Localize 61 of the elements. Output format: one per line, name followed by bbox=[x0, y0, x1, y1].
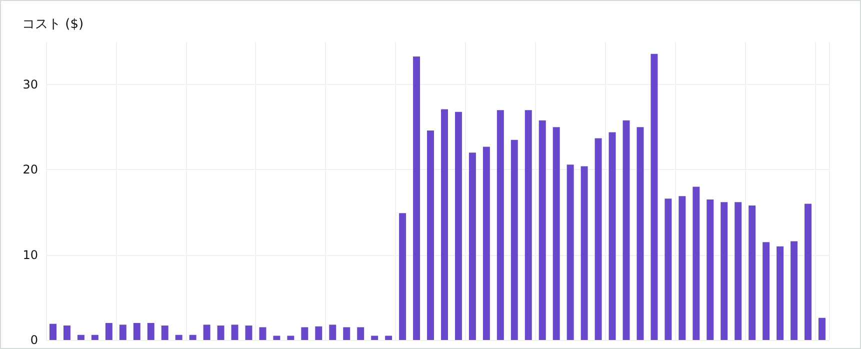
bar bbox=[552, 127, 560, 340]
y-tick-label: 0 bbox=[30, 333, 38, 347]
bar bbox=[413, 56, 420, 340]
bar bbox=[664, 198, 672, 340]
bar bbox=[762, 242, 770, 340]
bar bbox=[273, 336, 280, 340]
bar bbox=[77, 334, 84, 340]
bar bbox=[776, 246, 784, 340]
bar bbox=[399, 213, 406, 340]
bar bbox=[105, 322, 112, 340]
bar bbox=[482, 146, 490, 340]
y-tick-label: 10 bbox=[22, 248, 38, 262]
bar bbox=[245, 326, 252, 340]
bar bbox=[580, 166, 588, 340]
bar bbox=[161, 326, 168, 340]
bar bbox=[608, 132, 616, 340]
bar bbox=[315, 326, 322, 340]
chart-title: コスト ($) bbox=[22, 17, 84, 32]
bar bbox=[203, 324, 210, 340]
bar bbox=[385, 336, 392, 340]
bar bbox=[524, 110, 532, 340]
bar bbox=[454, 112, 462, 340]
bar bbox=[231, 324, 238, 340]
bar bbox=[720, 202, 728, 340]
bar bbox=[63, 326, 70, 340]
bar bbox=[538, 120, 546, 340]
bar bbox=[678, 196, 686, 340]
bar bbox=[49, 324, 56, 340]
bar bbox=[217, 326, 224, 340]
bar bbox=[287, 336, 294, 340]
bar bbox=[357, 327, 364, 340]
bar bbox=[594, 138, 602, 340]
bar bbox=[636, 127, 644, 340]
bar bbox=[748, 205, 756, 340]
bar bbox=[175, 334, 182, 340]
bar bbox=[496, 110, 504, 340]
bar bbox=[622, 120, 630, 340]
bar bbox=[133, 322, 140, 340]
bar bbox=[301, 327, 308, 340]
bar bbox=[343, 327, 350, 340]
bar bbox=[692, 186, 700, 340]
bar bbox=[818, 318, 826, 340]
bar bbox=[510, 140, 518, 340]
bar bbox=[427, 130, 434, 340]
bar bbox=[790, 241, 798, 340]
bar bbox=[329, 324, 336, 340]
bar bbox=[566, 164, 574, 340]
bar bbox=[147, 322, 154, 340]
bar bbox=[706, 200, 714, 340]
bar bbox=[804, 204, 812, 340]
y-tick-label: 20 bbox=[22, 162, 38, 177]
bar bbox=[189, 334, 196, 340]
bar bbox=[371, 336, 378, 340]
bar bbox=[650, 54, 658, 340]
y-tick-label: 30 bbox=[22, 78, 38, 92]
bar bbox=[734, 202, 742, 340]
bar bbox=[440, 109, 448, 340]
bar bbox=[468, 152, 476, 340]
bar bbox=[119, 324, 126, 340]
bar bbox=[91, 334, 98, 340]
bar bbox=[259, 327, 266, 340]
